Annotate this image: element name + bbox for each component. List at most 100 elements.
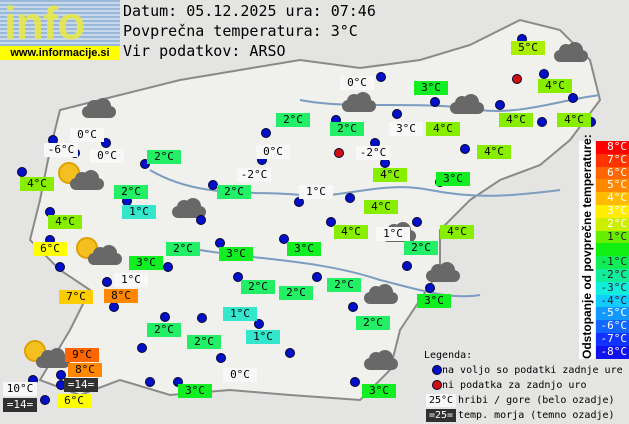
station-dot[interactable] [345, 193, 355, 203]
station-dot[interactable] [285, 348, 295, 358]
station-temp-label: 6°C [57, 394, 91, 408]
logo-text: info [4, 0, 85, 49]
cloud-icon [450, 94, 484, 114]
station-dot[interactable] [539, 69, 549, 79]
station-temp-label: -6°C [44, 143, 78, 157]
station-temp-label: 4°C [499, 113, 533, 127]
cloud-icon [364, 284, 398, 304]
cloud-icon [82, 98, 116, 118]
station-dot[interactable] [460, 144, 470, 154]
legend-mountain: hribi / gore (belo ozadje) [458, 395, 615, 406]
station-dot[interactable] [196, 215, 206, 225]
sea-sample: =25= [426, 409, 456, 422]
station-dot[interactable] [254, 319, 264, 329]
station-temp-label: 4°C [334, 225, 368, 239]
logo-url[interactable]: www.informacije.si [0, 46, 120, 60]
station-temp-label: 0°C [340, 76, 374, 90]
station-temp-label: 3°C [362, 384, 396, 398]
station-dot[interactable] [348, 302, 358, 312]
station-temp-label: 2°C [187, 335, 221, 349]
scale-step [596, 243, 629, 257]
station-dot[interactable] [312, 272, 322, 282]
station-temp-label: 2°C [279, 286, 313, 300]
legend: Legenda: na voljo so podatki zadnje ure … [424, 348, 623, 423]
station-temp-label: 2°C [147, 150, 181, 164]
temperature-scale: 8°C 7°C 6°C 5°C 4°C 3°C 2°C 1°C -1°C -2°C -3°C -4°C… [596, 140, 629, 359]
scale-step: 6°C [596, 166, 629, 180]
station-dot[interactable] [40, 395, 50, 405]
cloud-icon [554, 42, 588, 62]
station-temp-label: 2°C [147, 323, 181, 337]
station-dot[interactable] [145, 377, 155, 387]
station-temp-label: 2°C [241, 280, 275, 294]
station-temp-label: 4°C [477, 145, 511, 159]
cloud-icon [426, 262, 460, 282]
station-temp-label: 3°C [436, 172, 470, 186]
station-temp-label: 4°C [557, 113, 591, 127]
station-dot[interactable] [109, 302, 119, 312]
station-dot[interactable] [425, 283, 435, 293]
station-temp-label: 4°C [426, 122, 460, 136]
avg-temp-line: Povprečna temperatura: 3°C [123, 22, 358, 40]
station-temp-label: 4°C [364, 200, 398, 214]
station-dot[interactable] [56, 370, 66, 380]
station-dot-missing[interactable] [512, 74, 522, 84]
station-temp-label: 2°C [356, 316, 390, 330]
station-temp-label: 4°C [48, 215, 82, 229]
station-dot[interactable] [537, 117, 547, 127]
station-dot[interactable] [412, 217, 422, 227]
station-temp-label: 3°C [219, 247, 253, 261]
station-dot[interactable] [233, 272, 243, 282]
station-temp-label: 4°C [20, 177, 54, 191]
scale-step: 8°C [596, 140, 629, 154]
station-dot[interactable] [326, 217, 336, 227]
legend-title: Legenda: [424, 350, 473, 361]
scale-title: Odstopanje od povprečne temperature: [579, 134, 595, 359]
station-temp-label: 1°C [114, 273, 148, 287]
station-temp-label: 2°C [276, 113, 310, 127]
station-temp-label: 3°C [417, 294, 451, 308]
station-temp-label: 7°C [59, 290, 93, 304]
station-temp-label: 1°C [122, 205, 156, 219]
station-dot-missing[interactable] [334, 148, 344, 158]
station-dot[interactable] [197, 313, 207, 323]
station-dot[interactable] [495, 100, 505, 110]
station-temp-label: 3°C [414, 81, 448, 95]
station-temp-label: 5°C [511, 41, 545, 55]
cloud-icon [342, 92, 376, 112]
station-temp-label: 2°C [114, 185, 148, 199]
mountain-sample: 25°C [426, 394, 456, 407]
logo[interactable]: info www.informacije.si [0, 0, 120, 60]
scale-step: -2°C [596, 268, 629, 282]
station-dot[interactable] [376, 72, 386, 82]
station-temp-label: 4°C [538, 79, 572, 93]
station-dot[interactable] [101, 138, 111, 148]
station-dot[interactable] [17, 167, 27, 177]
station-temp-label: =14= [64, 378, 98, 392]
station-dot[interactable] [160, 312, 170, 322]
station-dot[interactable] [402, 261, 412, 271]
station-dot[interactable] [430, 97, 440, 107]
station-temp-label: 2°C [330, 122, 364, 136]
station-temp-label: 1°C [223, 307, 257, 321]
station-dot[interactable] [102, 277, 112, 287]
station-dot[interactable] [55, 262, 65, 272]
station-dot[interactable] [137, 343, 147, 353]
station-dot[interactable] [350, 377, 360, 387]
blue-dot-icon [432, 365, 442, 375]
station-dot[interactable] [568, 93, 578, 103]
scale-step: -7°C [596, 332, 629, 346]
station-dot[interactable] [392, 109, 402, 119]
station-temp-label: -2°C [356, 146, 390, 160]
station-temp-label: 0°C [90, 149, 124, 163]
scale-step: -4°C [596, 294, 629, 308]
cloud-icon [36, 348, 70, 368]
station-dot[interactable] [140, 159, 150, 169]
station-dot[interactable] [279, 234, 289, 244]
station-temp-label: 8°C [104, 289, 138, 303]
station-dot[interactable] [216, 353, 226, 363]
station-dot[interactable] [163, 262, 173, 272]
station-temp-label: 1°C [299, 185, 333, 199]
station-dot[interactable] [261, 128, 271, 138]
station-temp-label: 3°C [178, 384, 212, 398]
